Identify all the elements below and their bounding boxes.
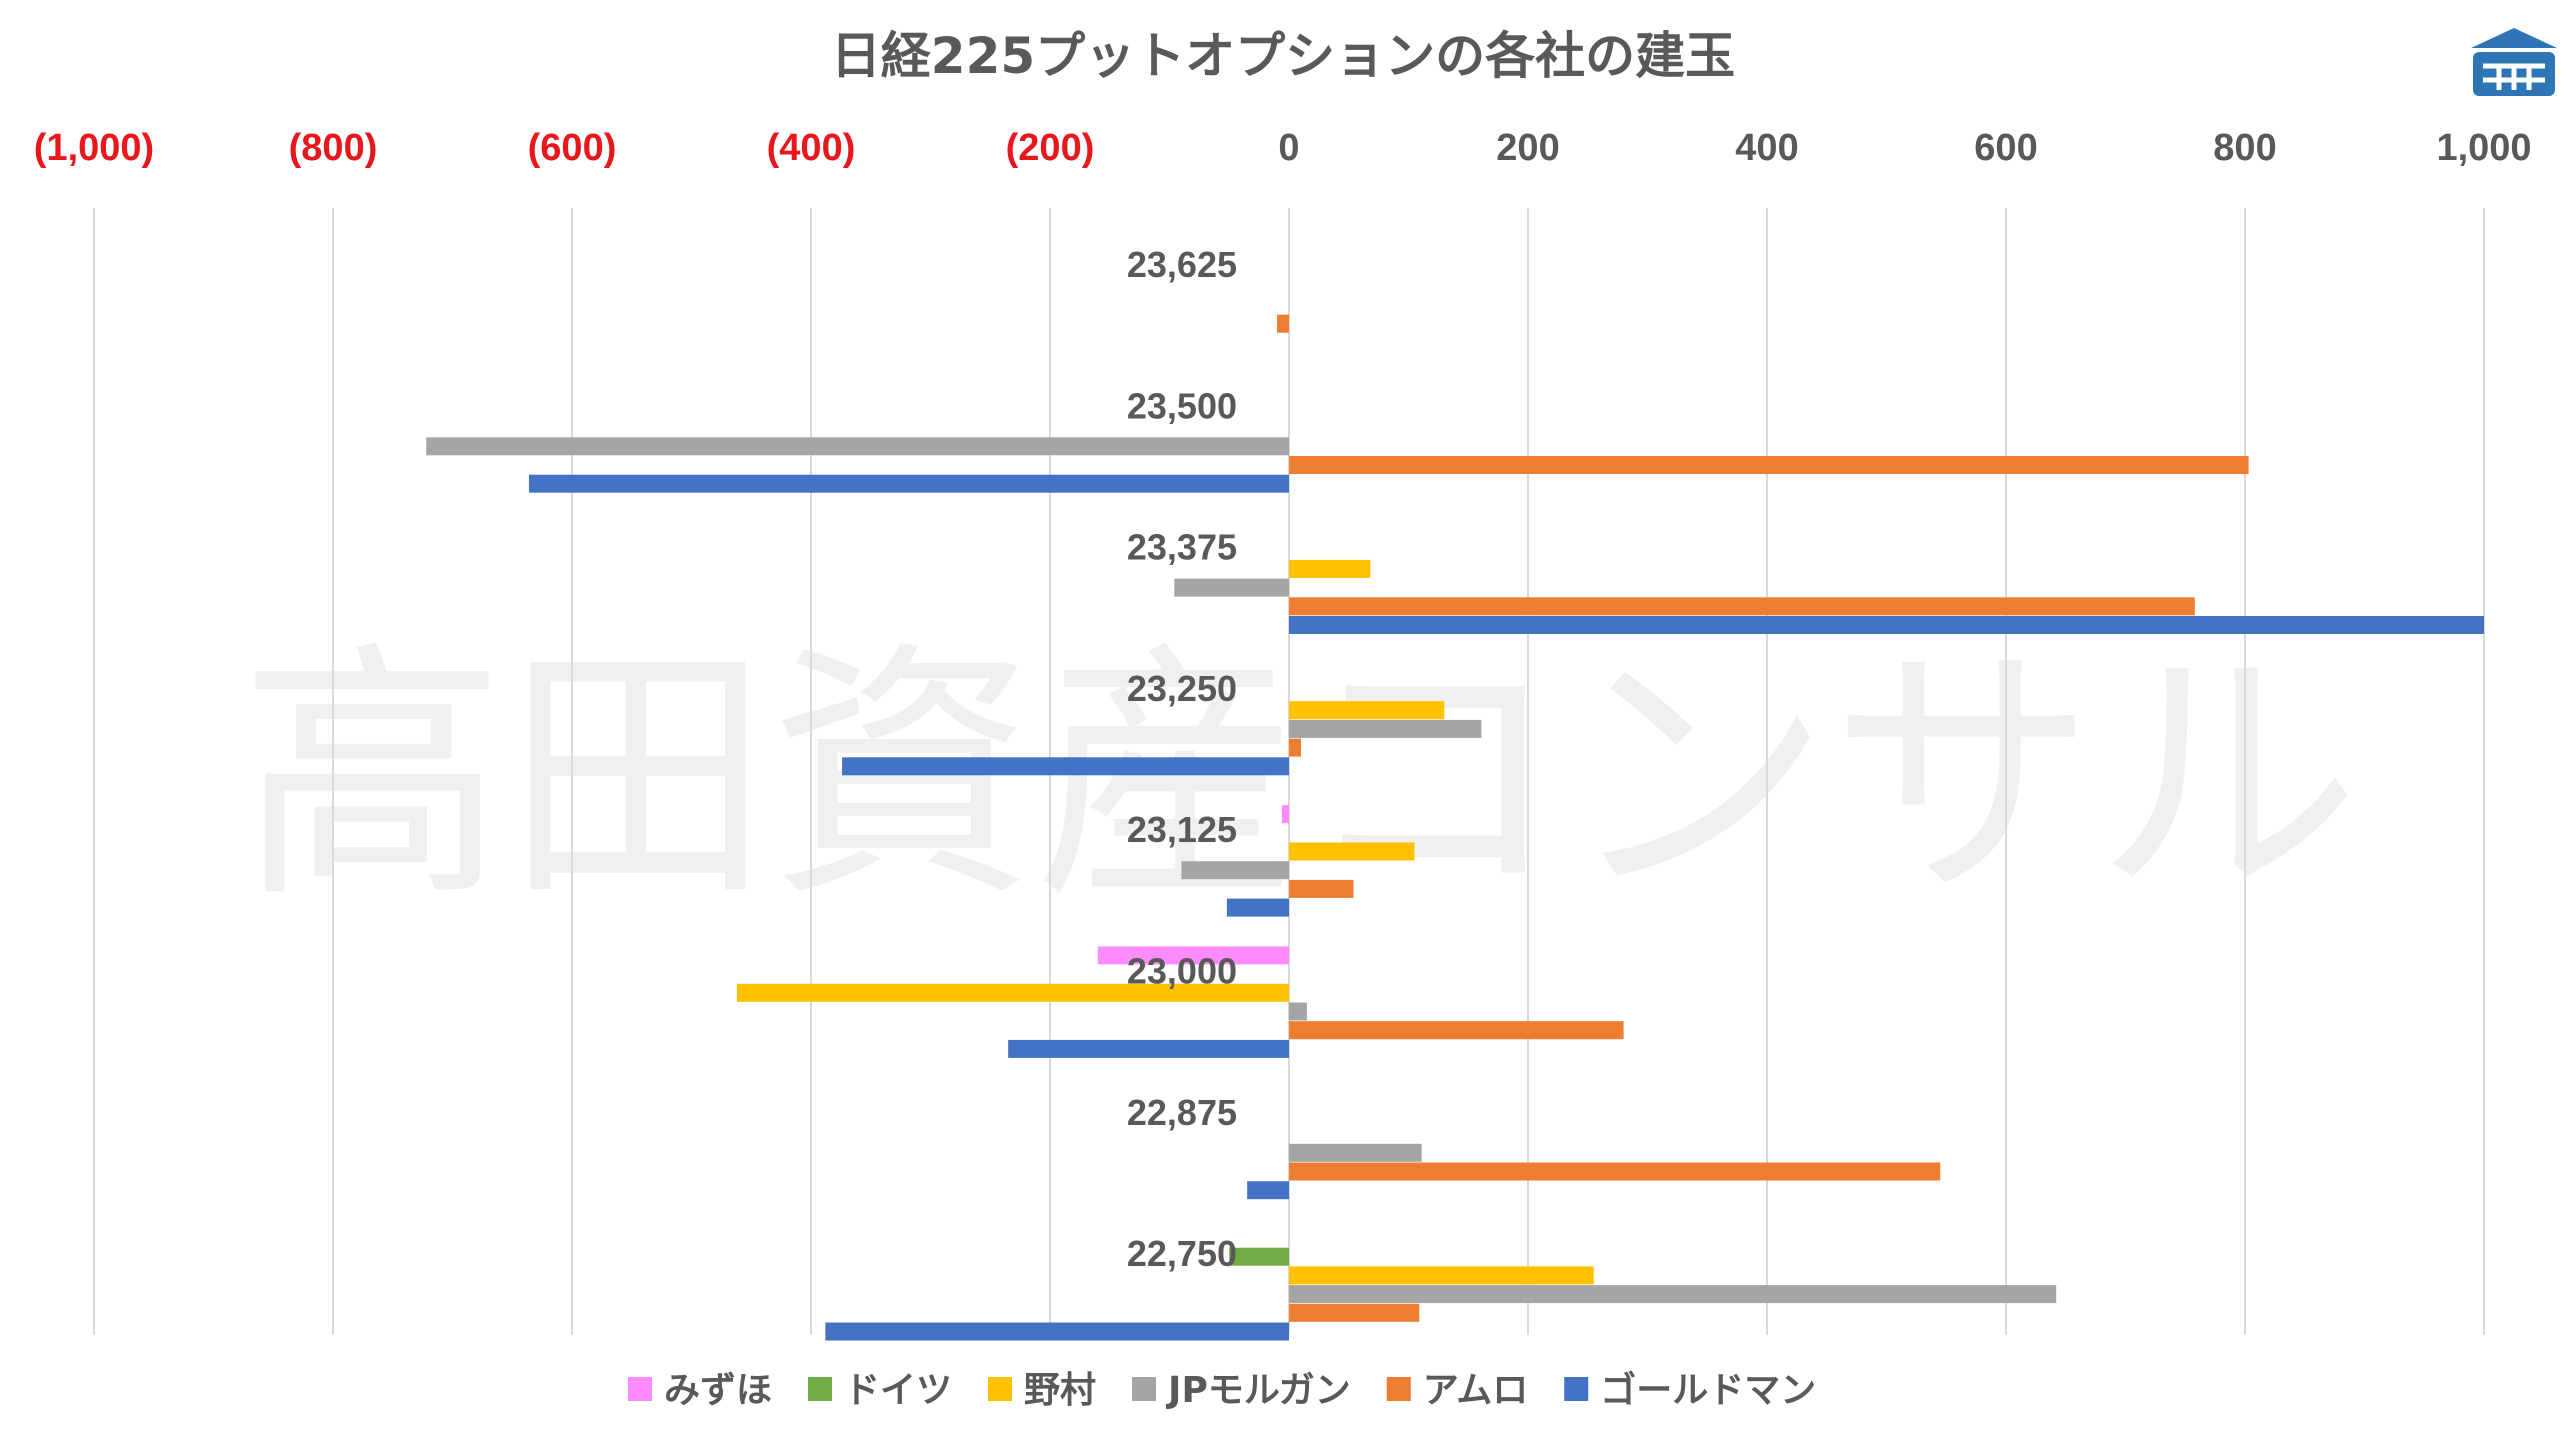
bar-7-5 <box>825 1322 1289 1341</box>
x-tick-label: (800) <box>289 127 378 169</box>
legend-swatch <box>1132 1377 1157 1401</box>
legend-label: ドイツ <box>844 1370 952 1411</box>
bar-3-3 <box>1289 719 1482 738</box>
x-tick-label: 1,000 <box>2436 127 2531 169</box>
legend-label: JPモルガン <box>1165 1370 1351 1411</box>
x-tick-label: 200 <box>1496 127 1559 169</box>
category-label: 23,250 <box>1127 668 1237 709</box>
bar-4-0 <box>1281 805 1289 824</box>
bar-4-2 <box>1289 842 1415 861</box>
bar-5-4 <box>1289 1021 1624 1040</box>
bars <box>426 314 2484 1341</box>
logo-icon <box>2471 28 2557 96</box>
bar-6-3 <box>1289 1143 1422 1162</box>
legend-label: 野村 <box>1024 1370 1096 1411</box>
bar-7-4 <box>1289 1303 1420 1322</box>
x-axis-ticks: (1,000) (800) (600) (400) (200) 0 200 400 600 800… <box>34 127 2532 169</box>
bar-1-5 <box>528 474 1289 493</box>
bar-5-5 <box>1008 1039 1289 1058</box>
legend-swatch <box>808 1377 833 1401</box>
legend-swatch <box>628 1377 652 1401</box>
legend: みずほ ドイツ 野村 JPモルガン アムロ ゴールドマン <box>628 1369 1816 1411</box>
bar-3-2 <box>1289 701 1445 720</box>
x-tick-label: (400) <box>767 127 856 169</box>
legend-label: ゴールドマン <box>1600 1369 1816 1411</box>
category-label: 23,625 <box>1127 244 1237 285</box>
legend-swatch <box>1386 1377 1411 1401</box>
bar-7-1 <box>1229 1247 1289 1266</box>
x-tick-label: 0 <box>1278 127 1299 169</box>
bar-5-0 <box>1097 946 1289 965</box>
legend-label: みずほ <box>664 1370 772 1411</box>
bar-2-5 <box>1289 616 2484 634</box>
bar-3-5 <box>842 757 1289 776</box>
bar-2-2 <box>1289 559 1371 578</box>
bar-1-4 <box>1289 456 2249 474</box>
category-label: 23,125 <box>1127 809 1237 850</box>
bar-2-3 <box>1174 578 1289 597</box>
chart-title: 日経225プットオプションの各社の建玉 <box>831 27 1735 85</box>
bar-0-4 <box>1277 314 1289 333</box>
legend-swatch <box>1564 1377 1589 1401</box>
x-tick-label: (600) <box>528 127 617 169</box>
legend-swatch <box>988 1377 1013 1401</box>
bar-2-4 <box>1289 597 2195 616</box>
bar-5-3 <box>1289 1002 1307 1021</box>
bar-7-2 <box>1289 1266 1594 1285</box>
bar-6-4 <box>1289 1162 1941 1181</box>
category-label: 22,750 <box>1127 1233 1237 1274</box>
bar-7-3 <box>1289 1285 2057 1304</box>
bar-3-4 <box>1289 738 1301 757</box>
bar-5-2 <box>736 983 1289 1002</box>
x-tick-label: (200) <box>1006 127 1095 169</box>
category-label: 23,375 <box>1127 527 1237 568</box>
category-labels: 23,625 23,500 23,375 23,250 23,125 23,000 22,8… <box>1127 244 1237 1274</box>
category-label: 23,500 <box>1127 385 1237 426</box>
category-label: 23,000 <box>1127 951 1237 992</box>
x-tick-label: 600 <box>1974 127 2037 169</box>
bar-4-3 <box>1181 861 1289 880</box>
x-tick-label: 400 <box>1735 127 1798 169</box>
category-label: 22,875 <box>1127 1092 1237 1133</box>
legend-label: アムロ <box>1423 1370 1528 1411</box>
x-tick-label: (1,000) <box>34 127 154 169</box>
bar-4-5 <box>1226 898 1289 917</box>
bar-1-3 <box>426 437 1290 456</box>
x-tick-label: 800 <box>2213 127 2276 169</box>
bar-6-5 <box>1247 1181 1289 1200</box>
bar-4-4 <box>1289 879 1354 898</box>
